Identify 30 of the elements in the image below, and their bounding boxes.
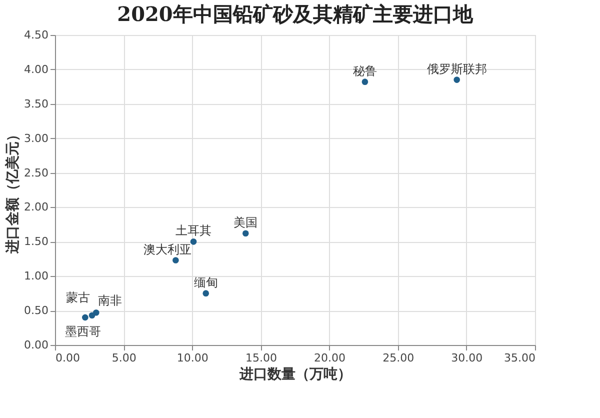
y-axis-title: 进口金额（亿美元）	[4, 128, 22, 254]
x-tick-label: 0.00	[56, 352, 80, 364]
annotation: 南非	[98, 294, 122, 308]
y-tick-label: 4.50	[24, 28, 48, 42]
x-tick-label: 35.00	[504, 352, 536, 364]
y-tick-label: 0.50	[24, 304, 48, 318]
annotation: 土耳其	[176, 224, 212, 238]
x-tick-label: 30.00	[451, 352, 483, 364]
y-tick-label: 1.50	[24, 235, 48, 248]
y-tick-label: 3.00	[24, 132, 48, 145]
annotation: 美国	[234, 215, 258, 230]
x-tick-label: 10.00	[176, 352, 208, 364]
x-tick-label: 15.00	[245, 352, 277, 364]
y-tick-label: 4.00	[24, 62, 48, 76]
annotation: 蒙古	[66, 290, 90, 304]
annotation: 墨西哥	[65, 324, 102, 338]
annotation: 俄罗斯联邦	[426, 62, 487, 76]
x-tick-label: 20.00	[314, 352, 346, 364]
chart-title: 2020年中国铅矿砂及其精矿主要进口地	[117, 2, 474, 26]
annotation: 缅甸	[194, 275, 218, 290]
annotation: 秘鲁	[352, 64, 377, 78]
x-axis-title: 进口数量（万吨）	[238, 366, 352, 382]
y-tick-label: 1.00	[24, 270, 48, 283]
y-tick-label: 3.50	[24, 97, 48, 110]
x-tick-label: 25.00	[382, 352, 414, 364]
y-tick-label: 0.00	[24, 338, 48, 352]
y-tick-label: 2.00	[24, 200, 48, 214]
annotation: 澳大利亚	[144, 242, 192, 256]
x-tick-label: 5.00	[112, 352, 136, 364]
y-tick-label: 2.50	[24, 166, 48, 180]
